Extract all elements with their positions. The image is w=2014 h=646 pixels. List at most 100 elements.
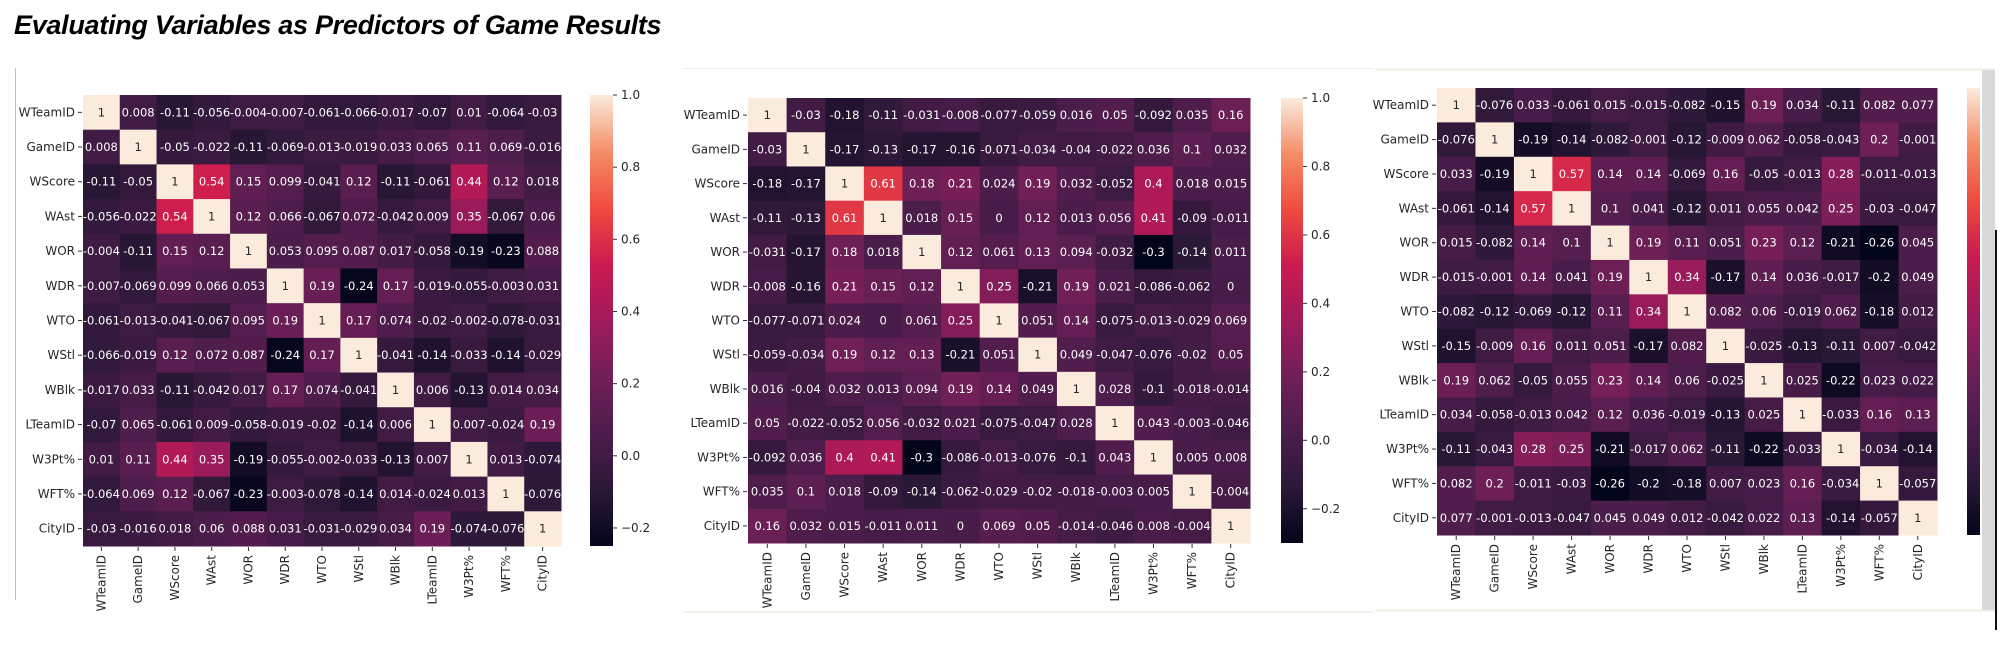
cell-label: 0.19 [1751, 98, 1777, 112]
heatmap-cell [748, 166, 788, 202]
cell-label: 0.051 [983, 348, 1016, 362]
cell-label: 0.028 [1098, 382, 1131, 396]
heatmap-cell [524, 511, 562, 547]
heatmap-cell [377, 95, 415, 131]
heatmap-cell [1513, 122, 1553, 158]
heatmap-cell [1590, 431, 1630, 467]
heatmap-cell [487, 441, 525, 478]
cell-label: -0.14 [1480, 201, 1510, 215]
heatmap-cell [1667, 88, 1707, 123]
cell-label: 1 [171, 175, 178, 189]
cell-label: 0.15 [948, 211, 974, 225]
cell-label: 1 [1073, 382, 1080, 396]
scrollbar[interactable] [1982, 70, 1995, 610]
heatmap-cell [487, 407, 525, 443]
cell-label: -0.13 [868, 142, 898, 156]
heatmap-cell [266, 476, 305, 512]
heatmap-cell [1706, 156, 1746, 192]
heatmap-cell [1134, 337, 1174, 373]
heatmap-cell [156, 268, 194, 304]
cell-label: 0.049 [1901, 270, 1934, 284]
heatmap-cell [1590, 259, 1630, 295]
cell-label: 0.06 [199, 522, 225, 536]
heatmap-cell [1860, 294, 1900, 330]
cell-label: 0.082 [1440, 476, 1473, 490]
cell-label: -0.14 [1557, 133, 1587, 147]
heatmap-cell [1552, 431, 1592, 467]
heatmap-cell [266, 95, 305, 131]
cell-label: -0.011 [1212, 211, 1249, 225]
heatmap-cell [1744, 88, 1784, 123]
cell-label: -0.002 [451, 314, 488, 328]
colorbar-tick-label: 0.8 [621, 160, 640, 174]
cell-label: 0.007 [416, 452, 449, 466]
heatmap-cell [193, 95, 231, 131]
heatmap-cell [1056, 132, 1097, 167]
cell-label: -0.19 [1518, 133, 1548, 147]
cell-label: -0.013 [1899, 167, 1936, 181]
cell-label: 0.065 [416, 140, 449, 154]
heatmap-cell [1095, 440, 1135, 476]
heatmap-cell [83, 233, 121, 269]
heatmap-cell [1095, 508, 1135, 544]
cell-label: -0.047 [1096, 348, 1133, 362]
heatmap-cell [524, 372, 562, 408]
heatmap-cell [1134, 303, 1174, 339]
heatmap-cell [1552, 500, 1592, 536]
y-tick-label: WFT% [1392, 476, 1429, 490]
heatmap-cell [413, 129, 452, 165]
cell-label: 0.062 [1747, 133, 1780, 147]
cell-label: -0.082 [1476, 236, 1513, 250]
x-tick-label: W3Pt% [1834, 544, 1848, 587]
cell-label: 1 [1034, 348, 1041, 362]
colorbar-tick-label: 0.6 [1311, 228, 1330, 242]
cell-label: 1 [802, 142, 809, 156]
heatmap-cell [1552, 88, 1592, 123]
heatmap-cell [1211, 234, 1251, 270]
cell-label: 0.036 [1786, 270, 1819, 284]
heatmap-cell [863, 166, 903, 202]
y-tick-label: WScore [695, 177, 740, 191]
cell-label: 0.032 [789, 519, 822, 533]
cell-label: 0.015 [1214, 177, 1247, 191]
cell-label: 0.007 [453, 418, 486, 432]
heatmap-cell [524, 337, 562, 374]
cell-label: 0.21 [832, 279, 858, 293]
cell-label: -0.13 [791, 211, 821, 225]
y-tick-label: WFT% [703, 485, 740, 499]
y-tick-label: WScore [30, 175, 75, 189]
cell-label: 0.049 [1060, 348, 1093, 362]
heatmap-cell [340, 441, 378, 478]
heatmap-cell [1095, 98, 1135, 133]
cell-label: 0.042 [1786, 201, 1819, 215]
heatmap-cell [340, 233, 378, 269]
cell-label: 0.005 [1137, 485, 1170, 499]
heatmap-cell [450, 164, 488, 200]
cell-label: 1 [1568, 201, 1575, 215]
cell-label: 0.011 [905, 519, 938, 533]
cell-label: -0.019 [340, 140, 377, 154]
x-tick-label: GameID [1488, 544, 1502, 593]
cell-label: 0.44 [162, 452, 188, 466]
heatmap-cell [1211, 337, 1251, 373]
x-tick-label: WTO [1680, 544, 1694, 573]
cell-label: 0.16 [755, 519, 781, 533]
heatmap-cell [1898, 259, 1938, 295]
cell-label: 0.033 [122, 383, 155, 397]
heatmap-cell [1095, 234, 1135, 270]
heatmap-cell [450, 476, 488, 512]
cell-label: -0.013 [120, 314, 157, 328]
y-tick-label: LTeamID [1379, 408, 1429, 422]
heatmap-cell [1475, 225, 1515, 261]
cell-label: 0.14 [1751, 270, 1777, 284]
cell-label: 0.033 [379, 140, 412, 154]
cell-label: -0.062 [1174, 279, 1211, 293]
heatmap-cell [1552, 328, 1592, 364]
colorbar-tick-label: 0.2 [1311, 365, 1330, 379]
heatmap-cell [156, 303, 194, 339]
cell-label: 1 [1188, 485, 1195, 499]
cell-label: 0.1 [797, 485, 815, 499]
x-tick-label: WDR [953, 552, 967, 581]
heatmap-cell [83, 199, 121, 235]
heatmap-cell [1783, 500, 1823, 536]
